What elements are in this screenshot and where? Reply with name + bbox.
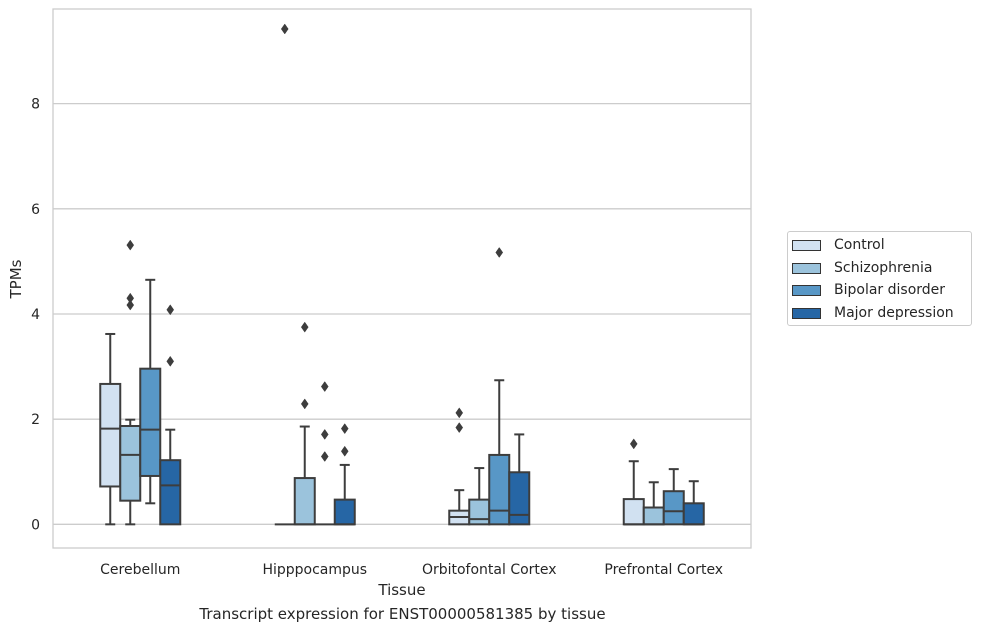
legend-swatch-schizophrenia: [792, 262, 821, 274]
flier-point-0: [166, 355, 175, 367]
box-1-2: [468, 467, 491, 526]
y-axis-ticks: 0 2 4 6 8: [31, 97, 40, 534]
flier-point-0: [280, 23, 289, 35]
y-tick-label-8: 8: [31, 97, 40, 113]
boxplot-series: [99, 23, 705, 526]
box-1-0: [119, 239, 142, 526]
box-iqr: [99, 382, 122, 488]
x-tick-label-1: Hipppocampus: [262, 562, 367, 578]
box-iqr: [333, 498, 356, 526]
box-3-1: [333, 423, 356, 526]
x-axis-title: Tissue: [377, 581, 425, 599]
box-2-3: [662, 468, 685, 526]
box-iqr: [293, 477, 316, 526]
legend-label-control: Control: [834, 237, 885, 253]
y-axis-title: TPMs: [7, 259, 25, 299]
flier-point-1: [455, 407, 464, 419]
box-3-0: [159, 304, 182, 526]
box-iqr: [139, 367, 162, 477]
box-3-3: [682, 480, 705, 526]
flier-point-0: [340, 445, 349, 457]
box-iqr: [622, 498, 645, 526]
legend-item-control: Control: [792, 235, 885, 255]
flier-point-0: [300, 398, 309, 410]
box-iqr: [662, 490, 685, 526]
flier-point-1: [166, 304, 175, 316]
box-0-3: [622, 438, 645, 526]
box-2-2: [488, 247, 511, 526]
legend-label-bipolar-disorder: Bipolar disorder: [834, 282, 946, 298]
flier-point-0: [126, 299, 135, 311]
chart-caption: Transcript expression for ENST0000058138…: [199, 605, 606, 623]
flier-point-2: [320, 381, 329, 392]
box-0-0: [99, 332, 122, 526]
box-0-1: [274, 23, 295, 526]
legend-item-major-depression: Major depression: [792, 303, 954, 323]
flier-point-0: [455, 422, 464, 434]
box-iqr: [488, 453, 511, 526]
legend-item-bipolar-disorder: Bipolar disorder: [792, 280, 945, 300]
flier-point-1: [300, 321, 309, 333]
box-0-2: [448, 407, 471, 526]
box-iqr: [508, 471, 531, 526]
flier-point-0: [495, 247, 504, 258]
box-iqr: [468, 498, 491, 526]
flier-point-0: [320, 451, 329, 462]
flier-point-1: [320, 428, 329, 440]
flier-point-2: [126, 239, 135, 251]
y-tick-label-6: 6: [31, 202, 40, 218]
x-axis-ticks: Cerebellum Hipppocampus Orbitofontal Corte…: [100, 562, 723, 578]
box-1-3: [642, 481, 665, 526]
flier-point-1: [340, 423, 349, 435]
x-tick-label-0: Cerebellum: [100, 562, 180, 578]
box-1-1: [293, 321, 316, 526]
legend-item-schizophrenia: Schizophrenia: [792, 258, 932, 278]
y-tick-label-2: 2: [31, 412, 40, 428]
legend-swatch-major-depression: [792, 307, 821, 319]
box-iqr: [159, 459, 182, 526]
legend-swatch-bipolar-disorder: [792, 284, 821, 296]
box-iqr: [119, 425, 142, 502]
x-tick-label-3: Prefrontal Cortex: [604, 562, 723, 578]
y-tick-label-4: 4: [31, 307, 40, 323]
legend: Control Schizophrenia Bipolar disorder M…: [787, 231, 972, 326]
box-2-0: [139, 278, 162, 505]
legend-label-major-depression: Major depression: [834, 305, 954, 321]
x-tick-label-2: Orbitofontal Cortex: [422, 562, 557, 578]
box-2-1: [314, 381, 335, 526]
flier-point-0: [629, 438, 638, 450]
flier-point-1: [126, 292, 135, 304]
plot-area-frame: [52, 8, 752, 549]
legend-swatch-control: [792, 239, 821, 251]
y-tick-label-0: 0: [31, 517, 40, 533]
box-3-2: [508, 433, 531, 526]
box-iqr: [682, 502, 705, 526]
box-iqr: [642, 506, 665, 526]
legend-label-schizophrenia: Schizophrenia: [834, 260, 933, 276]
